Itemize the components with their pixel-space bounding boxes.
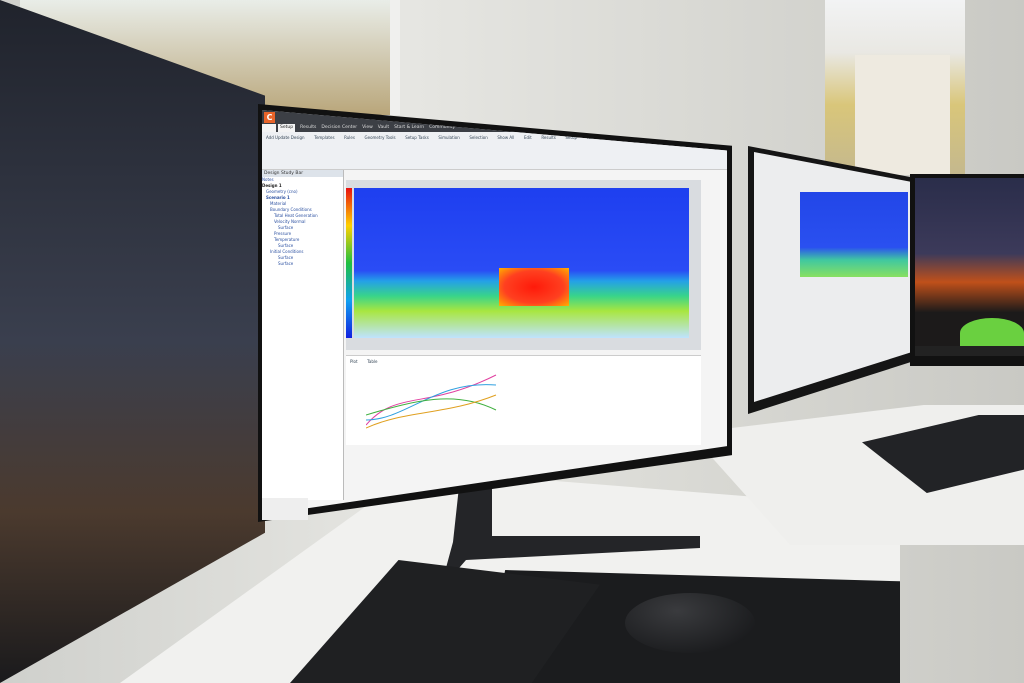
tree-item[interactable]: Design 1 — [262, 183, 282, 188]
mouse — [625, 593, 755, 653]
app-logo: C — [264, 112, 275, 123]
tab-decision-center[interactable]: Decision Center — [321, 125, 358, 130]
ribbon-button[interactable]: Templates — [314, 135, 335, 140]
tab-start-learn[interactable]: Start & Learn — [394, 125, 425, 130]
building — [855, 55, 950, 175]
taskbar — [915, 346, 1024, 356]
right-simulation-view — [800, 192, 908, 277]
tree-item[interactable]: Boundary Conditions — [270, 207, 312, 212]
tree-item[interactable]: Pressure — [274, 231, 292, 236]
ribbon-button[interactable]: Setup Tasks — [405, 135, 429, 140]
ribbon-button[interactable]: Show All — [497, 135, 515, 140]
tree-item[interactable]: Notes — [262, 177, 274, 182]
tree-item[interactable]: Surface — [278, 261, 294, 266]
eu-sticker — [262, 498, 308, 520]
xy-graph: Plot Table — [346, 355, 701, 445]
heat-source — [499, 268, 569, 306]
tree-item[interactable]: Surface — [278, 225, 294, 230]
main-monitor-screen: C Setup Results Decision Center View Vau… — [262, 110, 727, 515]
wallpaper — [915, 178, 1024, 346]
tab-view[interactable]: View — [362, 125, 373, 130]
tree-item[interactable]: Material — [270, 201, 287, 206]
ribbon-button[interactable]: Results — [541, 135, 556, 140]
design-tree: Notes Design 1 Geometry (cno) Scenario 1… — [262, 177, 343, 267]
tab-vault[interactable]: Vault — [377, 125, 390, 130]
graph-tab-plot[interactable]: Plot — [350, 359, 358, 364]
tree-item[interactable]: Surface — [278, 255, 294, 260]
panel-title: Design Study Bar — [262, 170, 343, 177]
flow-plot — [354, 188, 689, 338]
tree-item[interactable]: Velocity Normal — [274, 219, 306, 224]
tree-item[interactable]: Surface — [278, 243, 294, 248]
ribbon-button[interactable]: Setup — [565, 135, 578, 140]
ribbon-button[interactable]: Edit — [523, 135, 532, 140]
tree-item[interactable]: Scenario 1 — [266, 195, 290, 200]
ribbon-button[interactable]: Add Update Design — [266, 135, 305, 140]
tab-setup[interactable]: Setup — [278, 124, 296, 132]
tab-results[interactable]: Results — [300, 125, 317, 130]
color-legend — [346, 188, 352, 338]
tent — [960, 318, 1024, 348]
tab-community[interactable]: Community — [429, 125, 456, 130]
ribbon-button[interactable]: Geometry Tools — [364, 135, 396, 140]
tree-item[interactable]: Geometry (cno) — [266, 189, 298, 194]
ribbon-button[interactable]: Selection — [469, 135, 488, 140]
tree-item[interactable]: Temperature — [274, 237, 300, 242]
simulation-view[interactable] — [346, 180, 701, 350]
graph-tab-table[interactable]: Table — [367, 359, 378, 364]
design-study-bar: Design Study Bar Notes Design 1 Geometry… — [262, 170, 344, 500]
ribbon-button[interactable]: Simulation — [438, 135, 460, 140]
tree-item[interactable]: Initial Conditions — [270, 249, 304, 254]
tree-item[interactable]: Total Heat Generation — [274, 213, 318, 218]
graph-curves — [366, 374, 497, 429]
ribbon-button[interactable]: Rules — [344, 135, 355, 140]
